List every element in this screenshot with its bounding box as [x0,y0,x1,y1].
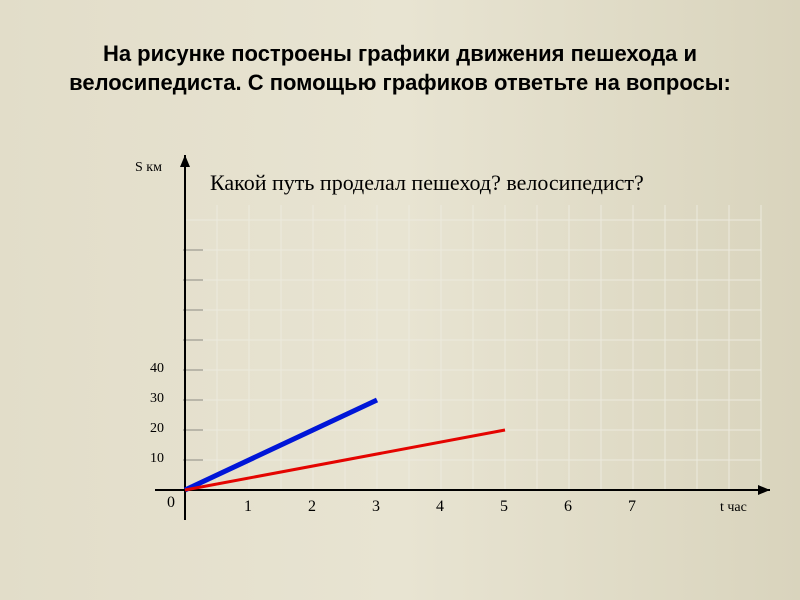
x-tick-3: 3 [372,498,380,516]
x-tick-1: 1 [244,498,252,516]
motion-chart [0,0,800,600]
x-tick-4: 4 [436,498,444,516]
axes [155,155,770,520]
y-tick-40: 40 [150,361,164,377]
origin-label: 0 [167,494,175,512]
y-tick-20: 20 [150,421,164,437]
x-tick-5: 5 [500,498,508,516]
y-tick-10: 10 [150,451,164,467]
x-tick-7: 7 [628,498,636,516]
x-tick-6: 6 [564,498,572,516]
y-tick-30: 30 [150,391,164,407]
x-tick-2: 2 [308,498,316,516]
